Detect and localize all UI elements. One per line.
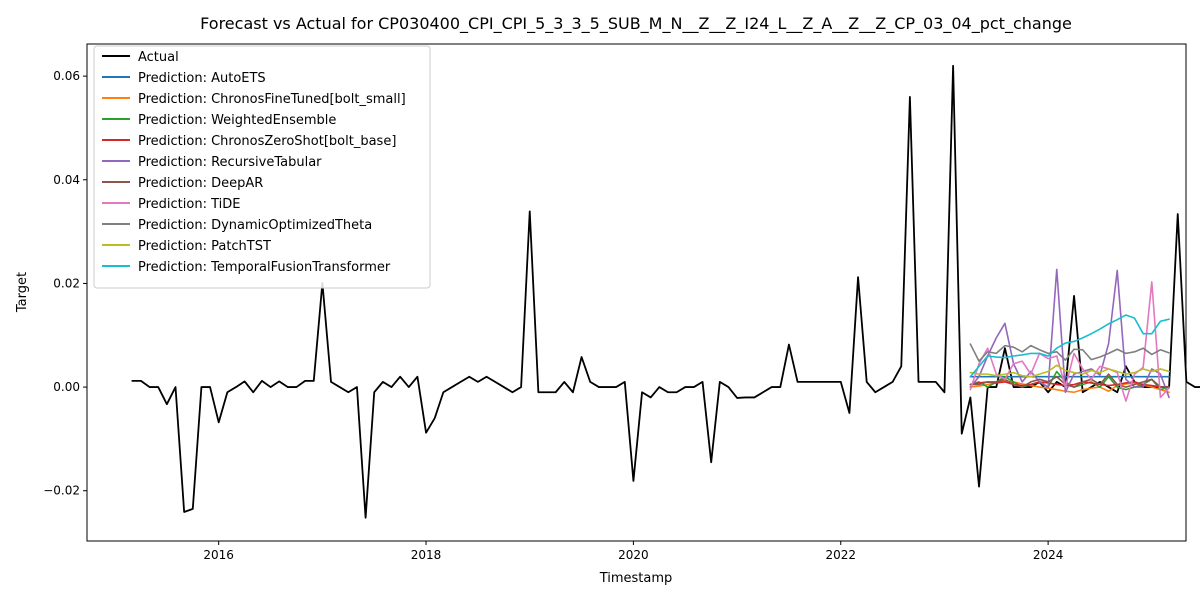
legend-entry-prediction-chronosfinetuned-bolt-small: Prediction: ChronosFineTuned[bolt_small] xyxy=(138,92,406,107)
x-axis-label: Timestamp xyxy=(599,571,673,586)
axis-ticks: 2016 2018 2020 2022 2024 −0.02 0.00 0.02 0.04 0.0… xyxy=(43,69,1063,562)
legend-entry-prediction-recursivetabular: Prediction: RecursiveTabular xyxy=(138,155,322,170)
legend-entry-prediction-chronoszeroshot-bolt-base: Prediction: ChronosZeroShot[bolt_base] xyxy=(138,134,396,149)
legend-entry-prediction-tide: Prediction: TiDE xyxy=(138,197,240,212)
legend-entry-prediction-patchtst: Prediction: PatchTST xyxy=(138,239,271,254)
legend-entry-prediction-dynamicoptimizedtheta: Prediction: DynamicOptimizedTheta xyxy=(138,218,372,233)
plot-frame xyxy=(86,43,1187,542)
y-tick-label: −0.02 xyxy=(43,484,80,498)
x-tick-label: 2018 xyxy=(411,548,442,562)
x-tick-label: 2022 xyxy=(825,548,856,562)
series-line-prediction-recursivetabular xyxy=(969,268,1170,399)
legend-entry-prediction-deepar: Prediction: DeepAR xyxy=(138,176,263,191)
y-axis-label: Target xyxy=(15,272,30,313)
legend-entry-actual: Actual xyxy=(138,50,179,65)
legend-entry-prediction-weightedensemble: Prediction: WeightedEnsemble xyxy=(138,113,336,128)
y-tick-label: 0.00 xyxy=(53,380,80,394)
y-tick-label: 0.04 xyxy=(53,173,80,187)
y-tick-label: 0.06 xyxy=(53,69,80,83)
series-line-actual xyxy=(131,64,1200,519)
series-line-prediction-tide xyxy=(969,281,1170,402)
legend: Actual Prediction: AutoETS Prediction: Chr… xyxy=(93,45,431,289)
legend-entry-prediction-autoets: Prediction: AutoETS xyxy=(138,71,266,86)
series-line-prediction-dynamicoptimizedtheta xyxy=(969,343,1170,362)
series-line-prediction-temporalfusiontransformer xyxy=(969,314,1170,378)
chart-title: Forecast vs Actual for CP030400_CPI_CPI_… xyxy=(200,14,1072,34)
y-tick-label: 0.02 xyxy=(53,276,80,290)
x-tick-label: 2024 xyxy=(1033,548,1064,562)
series-line-prediction-patchtst xyxy=(969,364,1170,378)
series-line-prediction-deepar xyxy=(969,373,1170,388)
x-tick-label: 2016 xyxy=(203,548,234,562)
x-tick-label: 2020 xyxy=(618,548,649,562)
legend-box xyxy=(93,45,431,289)
plot-area xyxy=(131,64,1200,519)
legend-entry-prediction-temporalfusiontransformer: Prediction: TemporalFusionTransformer xyxy=(138,260,391,275)
